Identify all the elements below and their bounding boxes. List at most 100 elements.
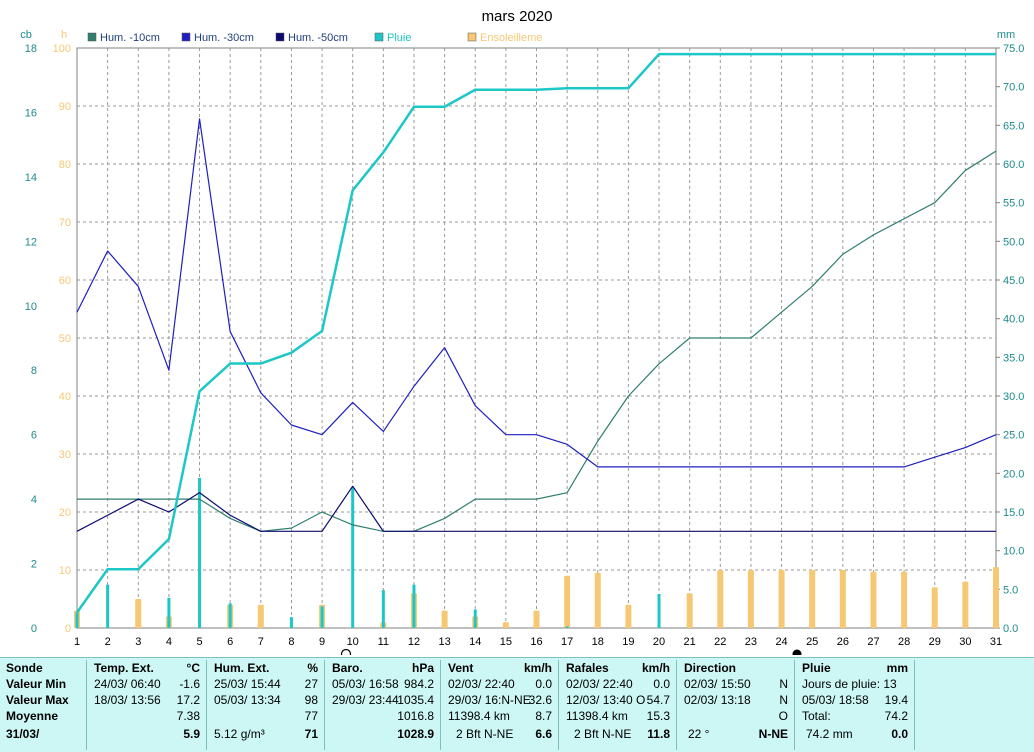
baro-max-val: 1035.4	[397, 693, 434, 707]
sunshine-bar	[564, 575, 571, 628]
label-current: 31/03/	[6, 727, 40, 741]
cb-tick-label: 2	[31, 559, 37, 571]
stats-col-direction: Direction 02/03/ 15:50 N 02/03/ 13:18 N O …	[678, 660, 795, 750]
rain-bar	[657, 593, 661, 628]
mm-tick-label: 30.0	[1003, 391, 1024, 403]
stats-col-rafales: Rafales km/h 02/03/ 22:40 0.0 12/03/ 13:40…	[560, 660, 677, 750]
stats-col-empty	[916, 660, 1032, 750]
vent-dist: 11398.4 km	[448, 709, 510, 723]
legend-swatch	[275, 32, 285, 42]
x-tick-label: 21	[684, 636, 696, 648]
x-tick-label: 2	[105, 636, 111, 648]
baro-unit: hPa	[411, 661, 434, 675]
date-markers	[340, 648, 802, 655]
pluie-current: 0.0	[891, 727, 908, 741]
direction-avg: O	[778, 709, 788, 723]
rafales-max-val: 54.7	[646, 693, 670, 707]
rain-bar	[198, 477, 202, 628]
series-line-hum-50cm	[76, 485, 996, 532]
legend-swatch	[87, 32, 97, 42]
legend-label: Hum. -30cm	[194, 32, 254, 44]
series-line-hum-30cm	[76, 118, 997, 468]
sunshine-bar	[502, 622, 509, 628]
x-tick-label: 27	[867, 636, 879, 648]
x-tick-label: 12	[408, 636, 420, 648]
rafales-bft: 2 Bft N-NE	[574, 727, 632, 741]
series-line-pluie	[75, 52, 996, 614]
legend-label: Hum. -50cm	[288, 32, 348, 44]
stats-col-baro: Baro. hPa 05/03/ 16:58 984.2 29/03/ 23:44 1…	[326, 660, 441, 750]
pluie-current-total: 74.2 mm	[806, 727, 853, 741]
stats-col-vent: Vent km/h 02/03/ 22:40 0.0 29/03/ 16:N-NE 3…	[442, 660, 559, 750]
sun-tick-label: 80	[59, 159, 71, 171]
chart-grid	[76, 47, 997, 629]
mm-tick-label: 25.0	[1003, 430, 1024, 442]
mm-tick-label: 60.0	[1003, 159, 1024, 171]
x-tick-label: 4	[166, 636, 172, 648]
direction-max-val: N	[779, 693, 788, 707]
rain-bar	[106, 584, 110, 628]
sun-tick-label: 70	[59, 217, 71, 229]
sunshine-bar	[135, 599, 142, 628]
hum-max-val: 98	[304, 693, 318, 707]
x-tick-label: 16	[530, 636, 542, 648]
temp-max-date: 18/03/ 13:56	[94, 693, 161, 707]
start-marker-icon	[340, 648, 352, 655]
chart-bars	[74, 477, 999, 628]
sonde-title: Sonde	[6, 661, 43, 675]
stats-col-temp: Temp. Ext. °C 24/03/ 06:40 -1.6 18/03/ 13:…	[88, 660, 207, 750]
mm-tick-label: 35.0	[1003, 352, 1024, 364]
left-axis-unit: cb	[20, 29, 32, 41]
x-tick-label: 3	[135, 636, 141, 648]
x-tick-label: 13	[438, 636, 450, 648]
sunshine-bar	[778, 570, 785, 628]
sun-tick-label: 60	[59, 275, 71, 287]
sun-tick-label: 50	[59, 333, 71, 345]
cb-tick-label: 16	[25, 107, 37, 119]
x-tick-label: 23	[745, 636, 757, 648]
cb-tick-label: 12	[25, 236, 37, 248]
pluie-jours: Jours de pluie: 13	[802, 677, 897, 691]
end-marker-icon	[792, 649, 802, 655]
legend-swatch	[181, 32, 191, 42]
baro-title: Baro.	[332, 661, 363, 675]
sunshine-bar	[931, 587, 938, 628]
sun-tick-label: 0	[65, 623, 71, 635]
x-tick-label: 24	[775, 636, 787, 648]
legend-label: Ensoleilleme	[480, 32, 542, 44]
mm-tick-label: 50.0	[1003, 236, 1024, 248]
pluie-title: Pluie	[802, 661, 831, 675]
hum-max-date: 05/03/ 13:34	[214, 693, 281, 707]
sunshine-bar	[717, 570, 724, 628]
sunshine-bar	[257, 604, 264, 628]
pluie-max-date: 05/03/ 18:58	[802, 693, 869, 707]
x-tick-label: 26	[837, 636, 849, 648]
direction-min-val: N	[779, 677, 788, 691]
chart-legend: Hum. -10cm Hum. -30cm Hum. -50cm Pluie Ensol…	[87, 32, 542, 44]
rain-bar	[351, 487, 355, 628]
chart-lines	[75, 52, 997, 614]
hum-abs: 5.12 g/m³	[214, 727, 265, 741]
sunshine-bar	[962, 581, 969, 628]
x-tick-label: 31	[990, 636, 1002, 648]
sunshine-bar	[809, 570, 816, 628]
label-min: Valeur Min	[6, 677, 67, 691]
mm-tick-label: 0.0	[1003, 623, 1018, 635]
series-line-hum-10cm	[77, 150, 997, 532]
rain-bar	[228, 603, 232, 628]
x-tick-label: 11	[378, 636, 389, 648]
hum-current: 71	[304, 727, 318, 741]
temp-min-date: 24/03/ 06:40	[94, 677, 161, 691]
mm-tick-label: 20.0	[1003, 468, 1024, 480]
mm-tick-label: 70.0	[1003, 82, 1024, 94]
rafales-avg: 15.3	[646, 709, 670, 723]
x-tick-label: 10	[347, 636, 359, 648]
legend-swatch	[467, 32, 477, 42]
pluie-unit: mm	[886, 661, 908, 675]
stats-col-pluie: Pluie mm Jours de pluie: 13 05/03/ 18:58 1…	[796, 660, 915, 750]
rafales-current: 11.8	[647, 727, 670, 741]
legend-label: Pluie	[387, 32, 411, 44]
x-tick-label: 19	[622, 636, 634, 648]
sun-axis-unit: h	[61, 29, 67, 41]
temp-unit: °C	[186, 661, 200, 675]
